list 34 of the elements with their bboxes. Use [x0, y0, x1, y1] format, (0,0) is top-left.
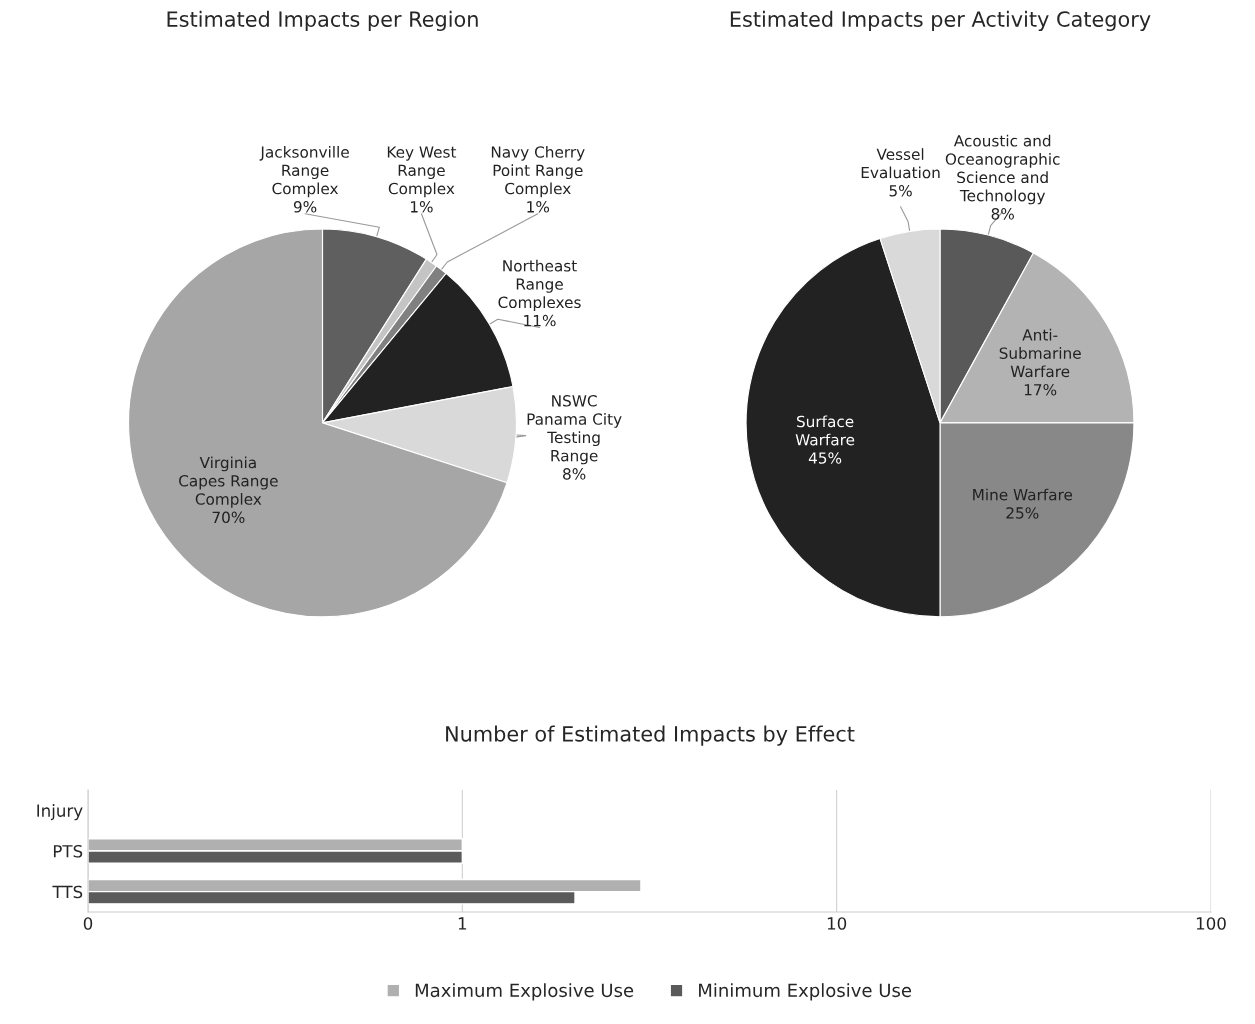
- data-label: 1%: [527, 201, 550, 213]
- y-tick-label: TTS: [52, 885, 83, 899]
- slice-label: Acoustic and Oceanographic Science and Technology: [945, 134, 1060, 205]
- legend-label: Maximum Explosive Use: [415, 983, 634, 1001]
- chart-title: Number of Estimated Impacts by Effect: [446, 725, 855, 746]
- data-label: 17%: [1024, 383, 1057, 396]
- data-label: 5%: [889, 185, 912, 197]
- x-tick-label: 10: [827, 917, 847, 930]
- data-label: 8%: [563, 468, 586, 480]
- data-label: 45%: [808, 452, 842, 464]
- slice-label: Jacksonville Range Complex: [259, 145, 349, 198]
- slice-label: Mine Warfare: [973, 488, 1073, 501]
- chart-title: Estimated Impacts per Activity Category: [730, 10, 1151, 31]
- data-label: 70%: [212, 511, 245, 524]
- slice-label: Navy Cherry Point Range Complex: [491, 145, 585, 198]
- data-label: 8%: [991, 208, 1014, 220]
- slice-label: Anti- Submarine Warfare: [999, 328, 1081, 378]
- x-tick-label: 1: [458, 917, 467, 930]
- x-tick-label: 0: [83, 917, 93, 930]
- data-label: 1%: [410, 201, 433, 213]
- y-tick-label: Injury: [37, 804, 83, 821]
- legend-label: Minimum Explosive Use: [699, 983, 912, 1001]
- x-tick-label: 100: [1196, 917, 1226, 930]
- data-label: 9%: [293, 201, 317, 213]
- slice-label: NSWC Panama City Testing Range: [527, 395, 622, 465]
- data-label: 25%: [1006, 507, 1039, 519]
- slice-label: Surface Warfare: [795, 415, 855, 446]
- slice-label: Virginia Capes Range Complex: [179, 456, 278, 508]
- data-label: 11%: [524, 314, 556, 327]
- y-tick-label: PTS: [53, 844, 83, 858]
- slice-label: Vessel Evaluation: [861, 148, 940, 179]
- chart-title: Estimated Impacts per Region: [167, 10, 478, 31]
- slice-label: Key West Range Complex: [387, 146, 457, 198]
- slice-label: Northeast Range Complexes: [498, 259, 581, 312]
